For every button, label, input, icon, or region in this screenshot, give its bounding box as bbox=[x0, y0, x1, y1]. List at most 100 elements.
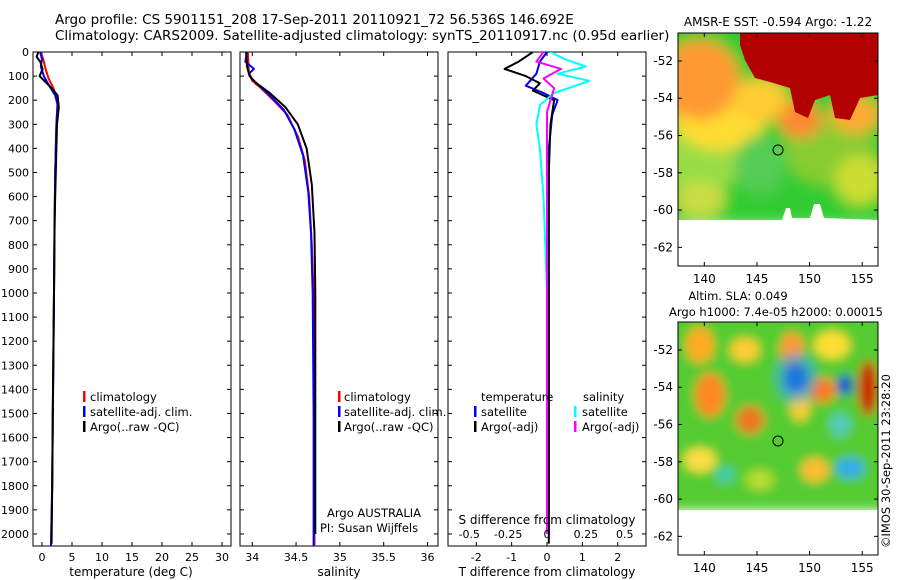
longitude-tick-label: 155 bbox=[851, 272, 874, 286]
legend-swatch-satellite bbox=[83, 406, 86, 417]
depth-tick-label: 700 bbox=[8, 215, 29, 228]
profile-line-satellite-adj-clim bbox=[244, 52, 315, 546]
sst-map-frame bbox=[677, 32, 879, 267]
x-tick-label: 10 bbox=[95, 551, 109, 564]
x-tick-label: 34.5 bbox=[284, 551, 309, 564]
sst-map-panel: AMSR-E SST: -0.594 Argo: -1.22 140 145 150 bbox=[653, 15, 879, 286]
latitude-tick-label: -56 bbox=[653, 418, 673, 432]
legend-swatch-argo bbox=[338, 421, 341, 432]
profile-line-argo-raw-qc bbox=[245, 52, 317, 534]
temperature-profiles bbox=[35, 52, 60, 546]
longitude-tick-label: 140 bbox=[693, 561, 716, 575]
latitude-tick-label: -54 bbox=[653, 91, 673, 105]
temperature-panel: 0100200300400500600700800900100011001200… bbox=[1, 46, 232, 579]
depth-tick-label: 900 bbox=[8, 263, 29, 276]
x-tick-label: 0 bbox=[544, 551, 551, 564]
x-tick-label: -1 bbox=[506, 551, 517, 564]
salinity-difference-label: S difference from climatology bbox=[459, 513, 636, 527]
profile-line-argo-raw-qc bbox=[35, 52, 60, 544]
temperature-legend: climatology satellite-adj. clim. Argo(..… bbox=[83, 390, 192, 434]
x-tick-label: 35 bbox=[333, 551, 347, 564]
legend-label-temperature-argo: Argo(-adj) bbox=[481, 420, 538, 434]
depth-tick-label: 100 bbox=[8, 70, 29, 83]
longitude-tick-label: 140 bbox=[693, 272, 716, 286]
x-tick-label: 34 bbox=[245, 551, 259, 564]
sla-map-frame bbox=[677, 321, 879, 556]
legend-label-climatology: climatology bbox=[90, 390, 157, 404]
salinity-difference-scale: -0.5 -0.25 0 0.25 0.5 bbox=[458, 528, 633, 541]
sla-map-subtitle: Argo h1000: 7.4e-05 h2000: 0.00015 bbox=[669, 305, 883, 319]
legend-header-temperature: temperature bbox=[481, 390, 553, 404]
latitude-tick-label: -52 bbox=[653, 343, 673, 357]
salinity-difference-tick-label: -0.5 bbox=[458, 528, 479, 541]
x-tick-label: 20 bbox=[155, 551, 169, 564]
depth-tick-label: 1300 bbox=[1, 359, 29, 372]
legend-swatch-climatology bbox=[338, 391, 341, 402]
depth-tick-label: 1100 bbox=[1, 311, 29, 324]
figure-title-line-1: Argo profile: CS 5901151_208 17-Sep-2011… bbox=[55, 12, 574, 28]
profile-line-salinity-satellite bbox=[535, 52, 591, 534]
legend-label-salinity-satellite: satellite bbox=[582, 405, 628, 419]
longitude-tick-label: 145 bbox=[745, 272, 768, 286]
x-tick-label: 5 bbox=[69, 551, 76, 564]
longitude-tick-label: 145 bbox=[745, 561, 768, 575]
legend-label-argo: Argo(..raw -QC) bbox=[344, 420, 434, 434]
latitude-tick-label: -60 bbox=[653, 203, 673, 217]
difference-legend: temperature salinity satellite Argo(-adj… bbox=[474, 390, 639, 434]
salinity-difference-tick-label: -0.25 bbox=[494, 528, 522, 541]
profile-line-temperature-argo-adj bbox=[503, 52, 556, 544]
salinity-panel: 34 34.5 35 35.5 36 salinity climatology sate… bbox=[239, 51, 446, 579]
temperature-axes-frame bbox=[32, 51, 232, 547]
sst-no-data-region bbox=[678, 204, 878, 266]
latitude-tick-label: -62 bbox=[653, 240, 673, 254]
sla-map-panel: Altim. SLA: 0.049 Argo h1000: 7.4e-05 h2… bbox=[653, 289, 883, 575]
salinity-axes-frame bbox=[239, 51, 439, 547]
x-tick-label: 0 bbox=[39, 551, 46, 564]
difference-profiles bbox=[503, 52, 591, 544]
legend-label-satellite: satellite-adj. clim. bbox=[90, 405, 192, 419]
argo-program-annotation: Argo AUSTRALIA bbox=[327, 506, 421, 520]
legend-swatch-temperature-argo bbox=[474, 421, 477, 432]
difference-depth-ticks bbox=[448, 51, 646, 535]
legend-swatch-salinity-satellite bbox=[574, 406, 577, 417]
sst-map-title: AMSR-E SST: -0.594 Argo: -1.22 bbox=[684, 15, 872, 29]
difference-panel: -2 -1 0 1 2 T difference from climatology S … bbox=[447, 51, 647, 579]
figure-title-line-2: Climatology: CARS2009. Satellite-adjuste… bbox=[55, 28, 670, 44]
depth-tick-label: 2000 bbox=[1, 528, 29, 541]
legend-label-satellite: satellite-adj. clim. bbox=[344, 405, 446, 419]
sla-map-title: Altim. SLA: 0.049 bbox=[688, 289, 787, 303]
legend-swatch-salinity-argo bbox=[574, 421, 577, 432]
depth-tick-label: 1000 bbox=[1, 287, 29, 300]
imos-credit: ©IMOS 30-Sep-2011 23:28:20 bbox=[879, 374, 893, 548]
longitude-tick-label: 155 bbox=[851, 561, 874, 575]
temperature-x-axis: 0 5 10 15 20 25 30 bbox=[39, 52, 229, 564]
x-tick-label: -2 bbox=[471, 551, 482, 564]
sla-field bbox=[678, 322, 878, 510]
salinity-difference-tick-label: 0.5 bbox=[616, 528, 634, 541]
sst-argo-location-marker bbox=[772, 144, 784, 156]
legend-label-temperature-satellite: satellite bbox=[481, 405, 527, 419]
sst-warm-water-region bbox=[740, 33, 878, 120]
latitude-tick-label: -54 bbox=[653, 380, 673, 394]
x-tick-label: 1 bbox=[579, 551, 586, 564]
x-tick-label: 35.5 bbox=[371, 551, 396, 564]
depth-tick-label: 1900 bbox=[1, 504, 29, 517]
latitude-tick-label: -62 bbox=[653, 529, 673, 543]
legend-label-argo: Argo(..raw -QC) bbox=[90, 420, 180, 434]
salinity-difference-tick-label: 0.25 bbox=[574, 528, 599, 541]
depth-tick-label: 1600 bbox=[1, 432, 29, 445]
longitude-tick-label: 150 bbox=[798, 561, 821, 575]
profile-line-salinity-argo-adj bbox=[535, 52, 563, 534]
depth-axis: 0 100 200 300 400 500 600 700 800 900 1000 1100 1200… bbox=[1, 46, 231, 541]
legend-header-salinity: salinity bbox=[583, 390, 624, 404]
argo-pi-annotation: PI: Susan Wijffels bbox=[320, 521, 418, 535]
legend-swatch-argo bbox=[83, 421, 86, 432]
temperature-xlabel: temperature (deg C) bbox=[69, 565, 192, 579]
x-tick-label: 15 bbox=[125, 551, 139, 564]
x-tick-label: 30 bbox=[215, 551, 229, 564]
salinity-difference-tick-label: 0 bbox=[544, 528, 551, 541]
longitude-tick-label: 150 bbox=[798, 272, 821, 286]
depth-tick-label: 1400 bbox=[1, 383, 29, 396]
x-tick-label: 2 bbox=[614, 551, 621, 564]
depth-tick-label: 400 bbox=[8, 142, 29, 155]
